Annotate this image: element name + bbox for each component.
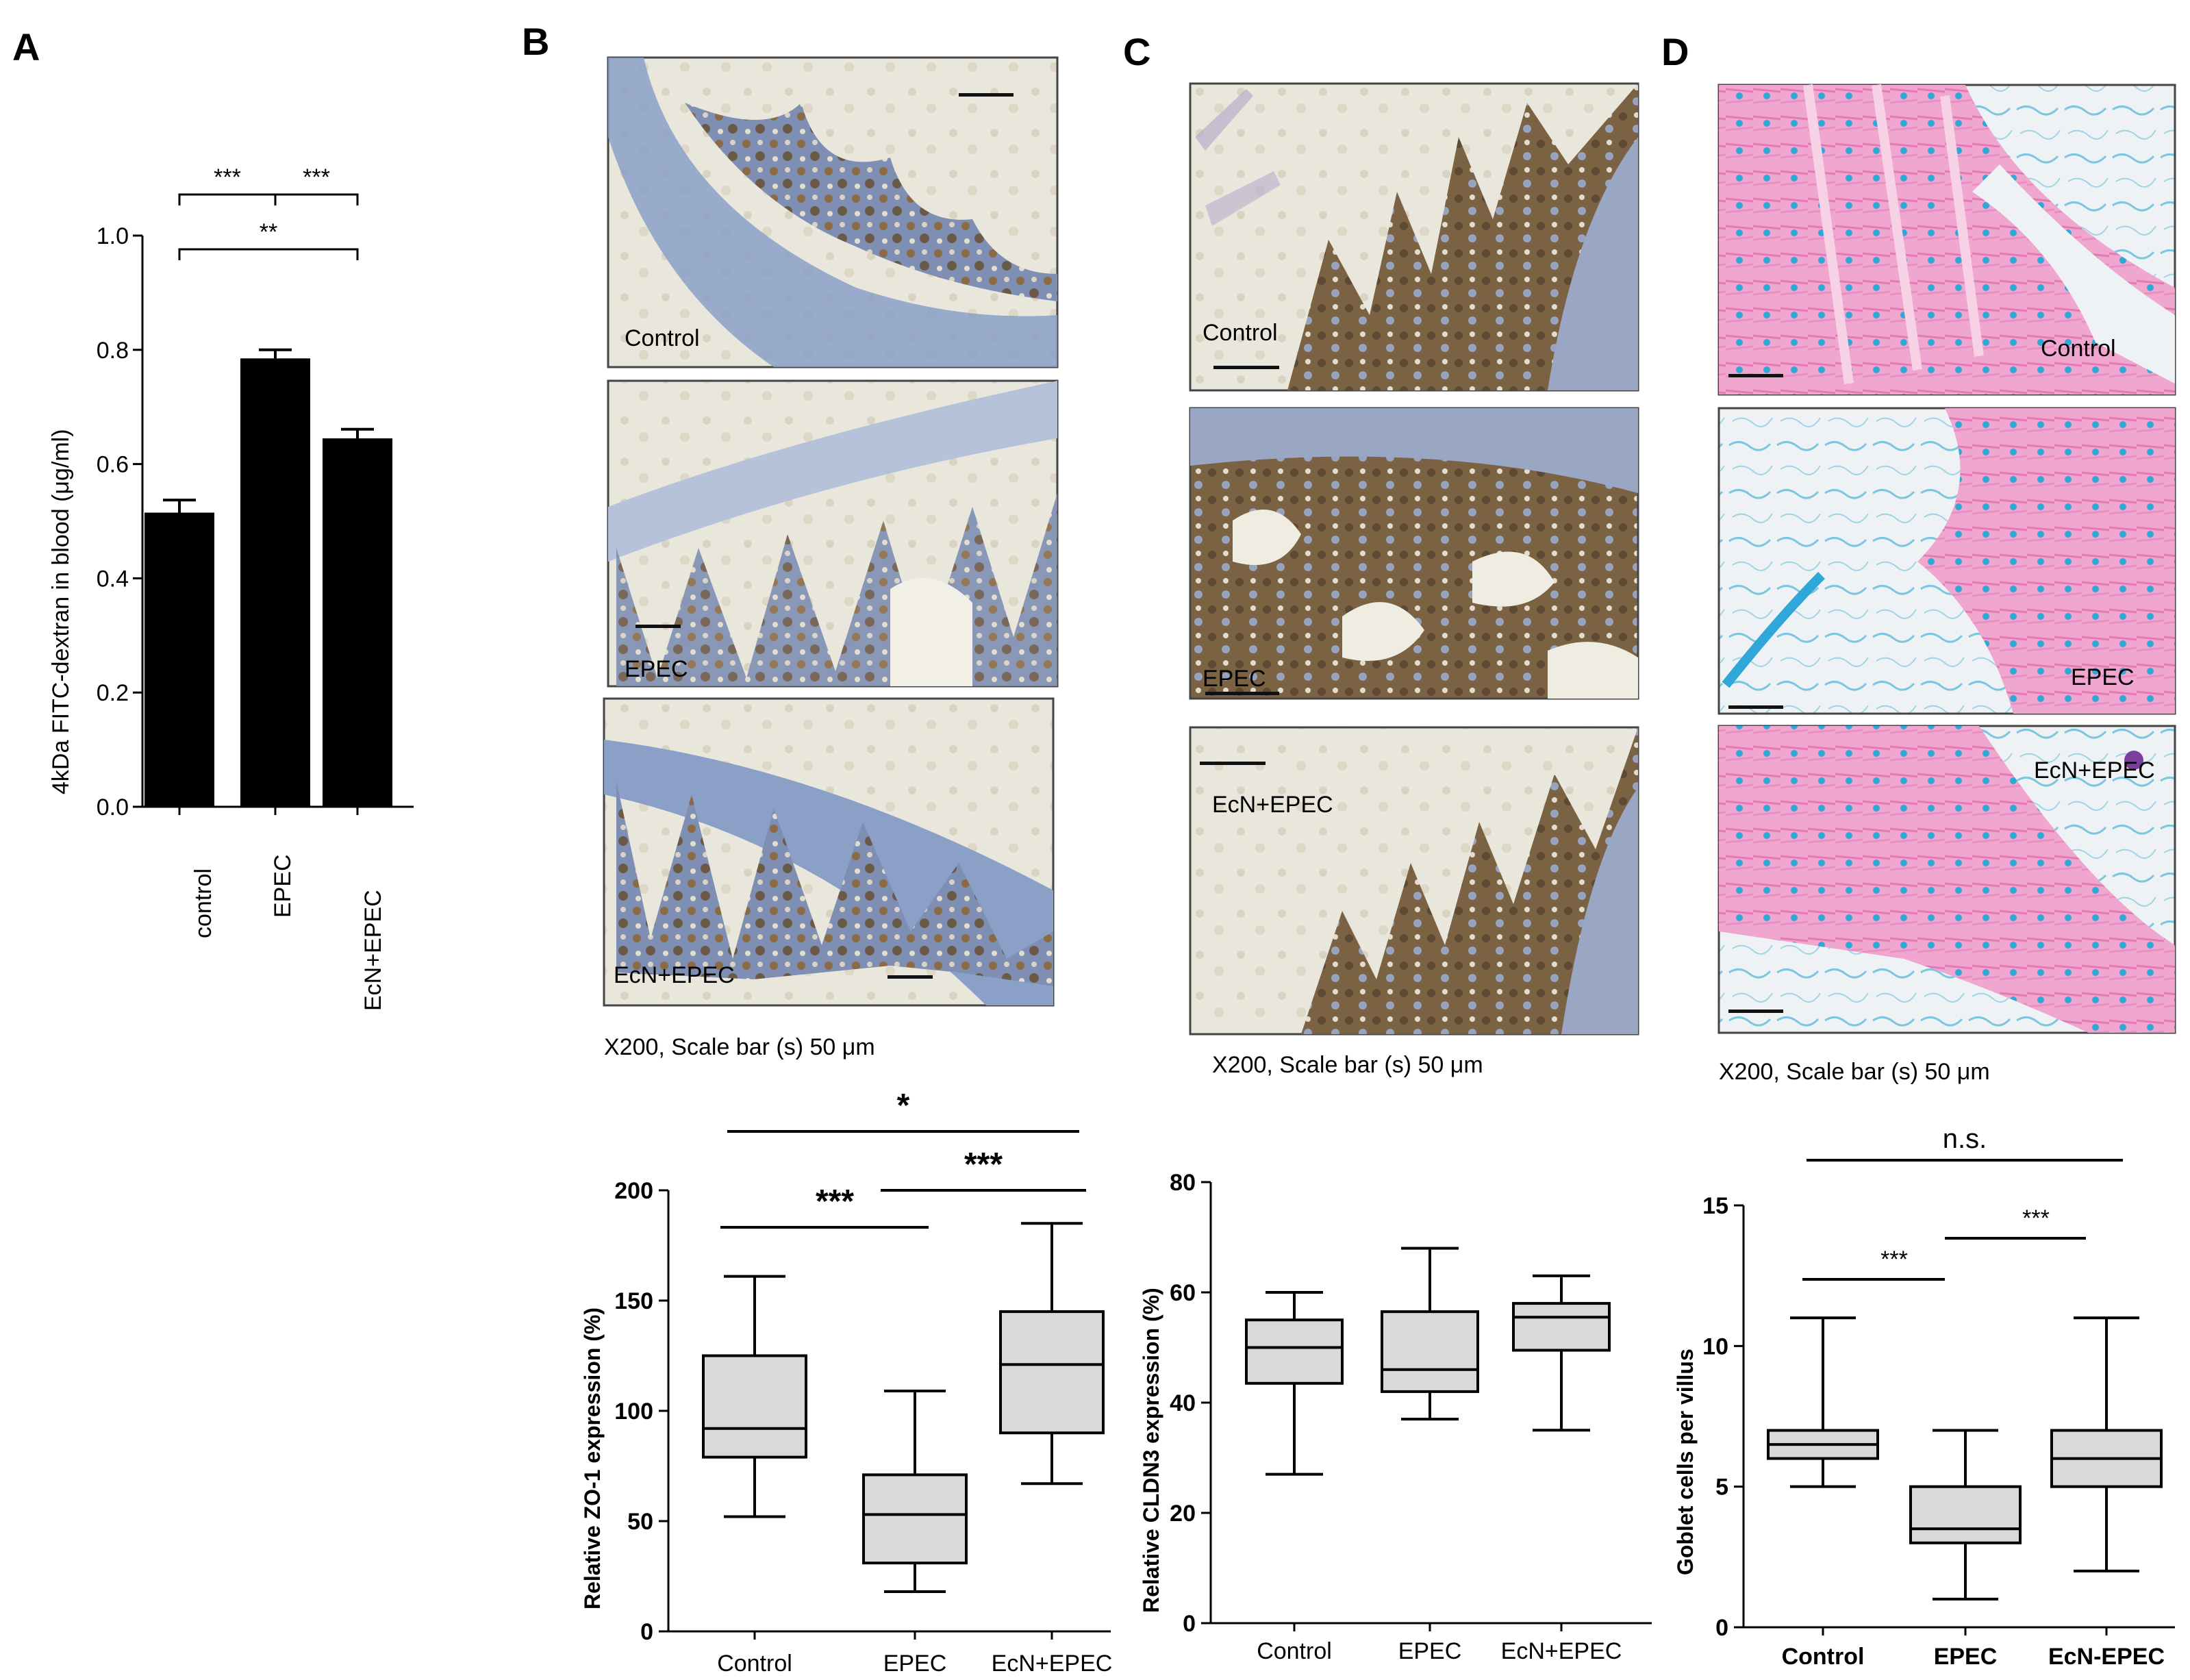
y-tick-label: 0.4	[97, 566, 129, 592]
chart-c-y-label: Relative CLDN3 expression (%)	[1139, 1288, 1163, 1613]
micrograph-label: EcN+EPEC	[2034, 757, 2155, 783]
significance-label: *	[897, 1088, 910, 1124]
y-tick-label: 20	[1170, 1501, 1196, 1527]
y-tick-label: 100	[614, 1399, 653, 1425]
box	[1512, 1302, 1611, 1352]
significance-label: ***	[964, 1146, 1003, 1183]
box	[999, 1310, 1105, 1435]
micrograph-d-ecn-epec: EcN+EPEC	[1717, 725, 2176, 1034]
box	[1381, 1310, 1479, 1393]
x-tick-label: Control	[1257, 1638, 1332, 1664]
x-tick-label: EPEC	[1398, 1638, 1462, 1664]
x-tick-label: EcN+EPEC	[1501, 1638, 1622, 1664]
chart-b-zo1-expression: Relative ZO-1 expression (%) 0 50 100 150 20…	[580, 1088, 1112, 1677]
micrograph-label: Control	[2041, 336, 2116, 362]
significance-label: ***	[303, 164, 330, 190]
significance-bracket	[274, 193, 359, 205]
y-tick-label: 0.0	[97, 794, 129, 820]
x-tick-label: Control	[717, 1651, 792, 1677]
significance-label: ***	[816, 1183, 854, 1220]
chart-a-x-label-epec: EPEC	[270, 854, 296, 918]
significance-bracket	[178, 248, 359, 260]
x-tick-label: EPEC	[1934, 1644, 1998, 1670]
bar	[240, 358, 310, 807]
x-tick-label: Control	[1782, 1644, 1865, 1670]
chart-d-goblet-cells: Goblet cells per villus 0 5 10 15 Control EPE…	[1673, 1124, 2175, 1670]
y-tick-label: 5	[1715, 1475, 1728, 1501]
box	[862, 1473, 968, 1565]
chart-a-fitc-dextran: 4kDa FITC-dextran in blood (μg/ml) contr…	[48, 164, 414, 1011]
box	[702, 1354, 807, 1459]
micrograph-d-control: Control	[1717, 84, 2176, 396]
chart-a-y-label: 4kDa FITC-dextran in blood (μg/ml)	[48, 429, 74, 794]
micrograph-label: EPEC	[625, 656, 688, 682]
y-tick-label: 0.2	[97, 680, 129, 706]
y-tick-label: 0.6	[97, 452, 129, 478]
chart-b-y-label: Relative ZO-1 expression (%)	[580, 1307, 605, 1609]
micrograph-label: EPEC	[2071, 664, 2135, 690]
panel-letter-d: D	[1661, 30, 1689, 73]
panel-letter-b: B	[522, 20, 549, 63]
micrograph-caption-d: X200, Scale bar (s) 50 μm	[1719, 1059, 1990, 1085]
chart-a-x-label-ecn-epec: EcN+EPEC	[360, 890, 386, 1011]
significance-label: ***	[2022, 1205, 2050, 1231]
chart-d-y-label: Goblet cells per villus	[1673, 1349, 1698, 1575]
micrograph-b-epec: EPEC	[607, 379, 1059, 688]
micrograph-label: EcN+EPEC	[614, 962, 735, 988]
panel-letter-c: C	[1123, 30, 1150, 73]
significance-label: n.s.	[1943, 1124, 1987, 1154]
y-tick-label: 150	[614, 1288, 653, 1314]
box	[1909, 1485, 2022, 1544]
y-tick-label: 40	[1170, 1390, 1196, 1416]
significance-label: ***	[214, 164, 241, 190]
micrograph-caption-b: X200, Scale bar (s) 50 μm	[604, 1034, 875, 1060]
significance-label: **	[260, 219, 277, 245]
micrograph-label: Control	[1203, 320, 1278, 346]
y-tick-label: 80	[1170, 1170, 1196, 1196]
significance-label: ***	[1880, 1246, 1908, 1272]
micrograph-label: EPEC	[1203, 666, 1266, 692]
x-tick-label: EcN-EPEC	[2048, 1644, 2165, 1670]
bar	[323, 438, 392, 807]
micrograph-b-ecn-epec: EcN+EPEC	[603, 697, 1055, 1007]
y-tick-label: 15	[1702, 1193, 1728, 1219]
micrograph-label: EcN+EPEC	[1212, 792, 1333, 818]
micrograph-b-control: Control	[607, 56, 1059, 368]
box	[1245, 1318, 1344, 1385]
micrograph-label: Control	[625, 325, 700, 351]
y-tick-label: 0.8	[97, 338, 129, 364]
y-tick-label: 0	[640, 1619, 653, 1645]
chart-a-x-label-control: control	[190, 868, 216, 938]
y-tick-label: 0	[1715, 1615, 1728, 1641]
y-tick-label: 0	[1183, 1611, 1196, 1637]
y-tick-label: 60	[1170, 1280, 1196, 1306]
micrograph-c-epec: EPEC	[1189, 407, 1639, 700]
micrograph-c-ecn-epec: EcN+EPEC	[1189, 726, 1639, 1036]
significance-bracket	[178, 193, 277, 205]
micrograph-caption-c: X200, Scale bar (s) 50 μm	[1212, 1052, 1483, 1078]
micrograph-c-control: Control	[1189, 82, 1639, 392]
bar	[144, 512, 214, 807]
micrograph-d-epec: EPEC	[1717, 407, 2176, 715]
chart-c-cldn3-expression: Relative CLDN3 expression (%) 0 20 40 60 80 C…	[1139, 1170, 1652, 1664]
y-tick-label: 200	[614, 1178, 653, 1204]
panel-letter-a: A	[12, 25, 40, 68]
y-tick-label: 50	[627, 1509, 653, 1535]
x-tick-label: EcN+EPEC	[992, 1651, 1113, 1677]
y-tick-label: 10	[1702, 1333, 1728, 1359]
x-tick-label: EPEC	[883, 1651, 947, 1677]
y-tick-label: 1.0	[97, 223, 129, 249]
